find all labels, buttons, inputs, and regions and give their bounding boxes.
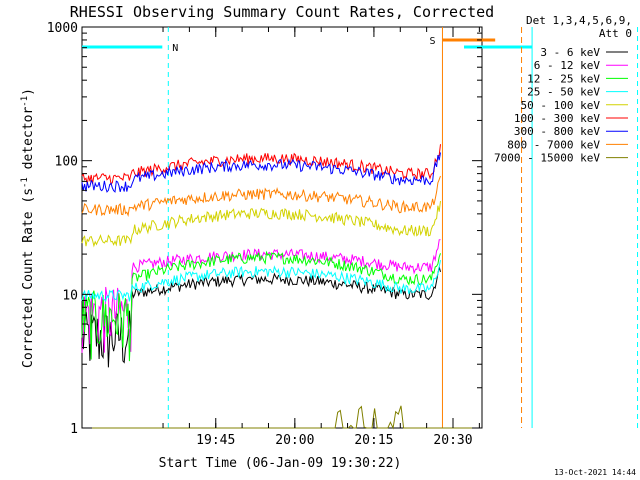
series-line-3	[81, 260, 441, 303]
x-tick-label-2: 20:15	[354, 433, 393, 448]
legend-label-0: 3 - 6 keV	[540, 46, 600, 59]
series-line-0	[81, 266, 441, 368]
y-axis-label-sup1: -1	[20, 177, 30, 188]
y-axis-label-main: Corrected Count Rate (s	[21, 188, 36, 368]
annotation-s: S	[429, 36, 435, 47]
series-line-5	[81, 144, 441, 186]
annotation-n: N	[172, 43, 178, 54]
series-line-1	[81, 239, 441, 353]
chart-title: RHESSI Observing Summary Count Rates, Co…	[70, 3, 494, 21]
y-tick-label-0: 1	[70, 422, 78, 437]
footer-timestamp: 13-Oct-2021 14:44	[554, 468, 636, 477]
x-tick-label-1: 20:00	[275, 433, 314, 448]
y-tick-label-3: 1000	[47, 21, 78, 36]
legend-label-5: 100 - 300 keV	[514, 112, 600, 125]
legend-header-detectors: Det 1,3,4,5,6,9,	[526, 14, 632, 27]
legend-label-2: 12 - 25 keV	[527, 72, 600, 85]
series-line-2	[81, 250, 441, 362]
series-line-8	[82, 405, 480, 430]
chart-marks: NS	[81, 27, 639, 430]
axis-ticks: 1 10 100 1000 19:45 20:00 20:15 20:30	[47, 21, 482, 448]
series-line-7	[81, 175, 441, 217]
series-line-6	[81, 152, 441, 193]
legend-header-attenuator: Att 0	[599, 27, 632, 40]
y-axis-label-sup2: -1	[20, 96, 30, 107]
legend-label-7: 800 - 7000 keV	[507, 138, 600, 151]
legend-label-3: 25 - 50 keV	[527, 86, 600, 99]
y-tick-label-1: 10	[62, 288, 78, 303]
series-line-4	[81, 200, 441, 248]
x-axis-label: Start Time (06-Jan-09 19:30:22)	[159, 456, 402, 471]
legend-label-6: 300 - 800 keV	[514, 125, 600, 138]
legend-label-8: 7000 - 15000 keV	[494, 152, 600, 165]
legend-label-1: 6 - 12 keV	[534, 59, 601, 72]
x-tick-label-0: 19:45	[196, 433, 235, 448]
y-axis-label-end: )	[21, 88, 36, 96]
x-tick-label-3: 20:30	[433, 433, 472, 448]
y-tick-label-2: 100	[55, 155, 78, 170]
y-axis-label: Corrected Count Rate (s-1 detector-1)	[20, 88, 36, 368]
y-axis-label-mid: detector	[21, 107, 36, 178]
legend-label-4: 50 - 100 keV	[521, 99, 601, 112]
